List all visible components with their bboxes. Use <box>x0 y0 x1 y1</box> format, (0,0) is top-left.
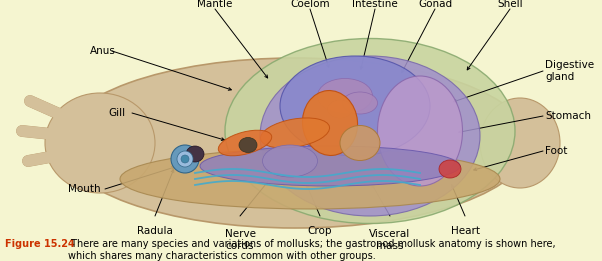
Ellipse shape <box>439 160 461 178</box>
Circle shape <box>171 145 199 173</box>
Ellipse shape <box>260 56 480 216</box>
Text: Mouth: Mouth <box>68 184 101 194</box>
Text: There are many species and variations of mollusks; the gastropod mollusk anatomy: There are many species and variations of… <box>68 239 556 260</box>
Text: Radula: Radula <box>137 226 173 236</box>
Ellipse shape <box>343 92 377 114</box>
Text: Figure 15.24: Figure 15.24 <box>5 239 75 249</box>
Ellipse shape <box>219 130 272 156</box>
Ellipse shape <box>262 145 317 177</box>
Ellipse shape <box>327 100 353 118</box>
Text: Heart: Heart <box>450 226 480 236</box>
Text: Shell: Shell <box>497 0 523 9</box>
Ellipse shape <box>261 118 329 148</box>
Text: Visceral
mass: Visceral mass <box>370 229 411 251</box>
Text: Crop: Crop <box>308 226 332 236</box>
Ellipse shape <box>280 56 430 156</box>
Circle shape <box>181 155 189 163</box>
Text: Stomach: Stomach <box>545 111 591 121</box>
Text: Mantle: Mantle <box>197 0 233 9</box>
Ellipse shape <box>225 39 515 223</box>
Circle shape <box>177 151 193 167</box>
Text: Nerve
cords: Nerve cords <box>225 229 255 251</box>
Ellipse shape <box>317 79 373 114</box>
Text: Gonad: Gonad <box>418 0 452 9</box>
Ellipse shape <box>186 146 204 162</box>
Ellipse shape <box>120 149 500 209</box>
Ellipse shape <box>200 146 460 186</box>
Ellipse shape <box>340 126 380 161</box>
Ellipse shape <box>480 98 560 188</box>
Text: Digestive
gland: Digestive gland <box>545 60 594 82</box>
Ellipse shape <box>377 76 462 186</box>
Ellipse shape <box>60 58 530 228</box>
Text: Intestine: Intestine <box>352 0 398 9</box>
Text: Foot: Foot <box>545 146 567 156</box>
Ellipse shape <box>302 91 358 156</box>
Ellipse shape <box>45 93 155 193</box>
Ellipse shape <box>239 138 257 152</box>
Text: Gill: Gill <box>108 108 125 118</box>
Text: Anus: Anus <box>90 46 116 56</box>
Text: Coelom: Coelom <box>290 0 330 9</box>
